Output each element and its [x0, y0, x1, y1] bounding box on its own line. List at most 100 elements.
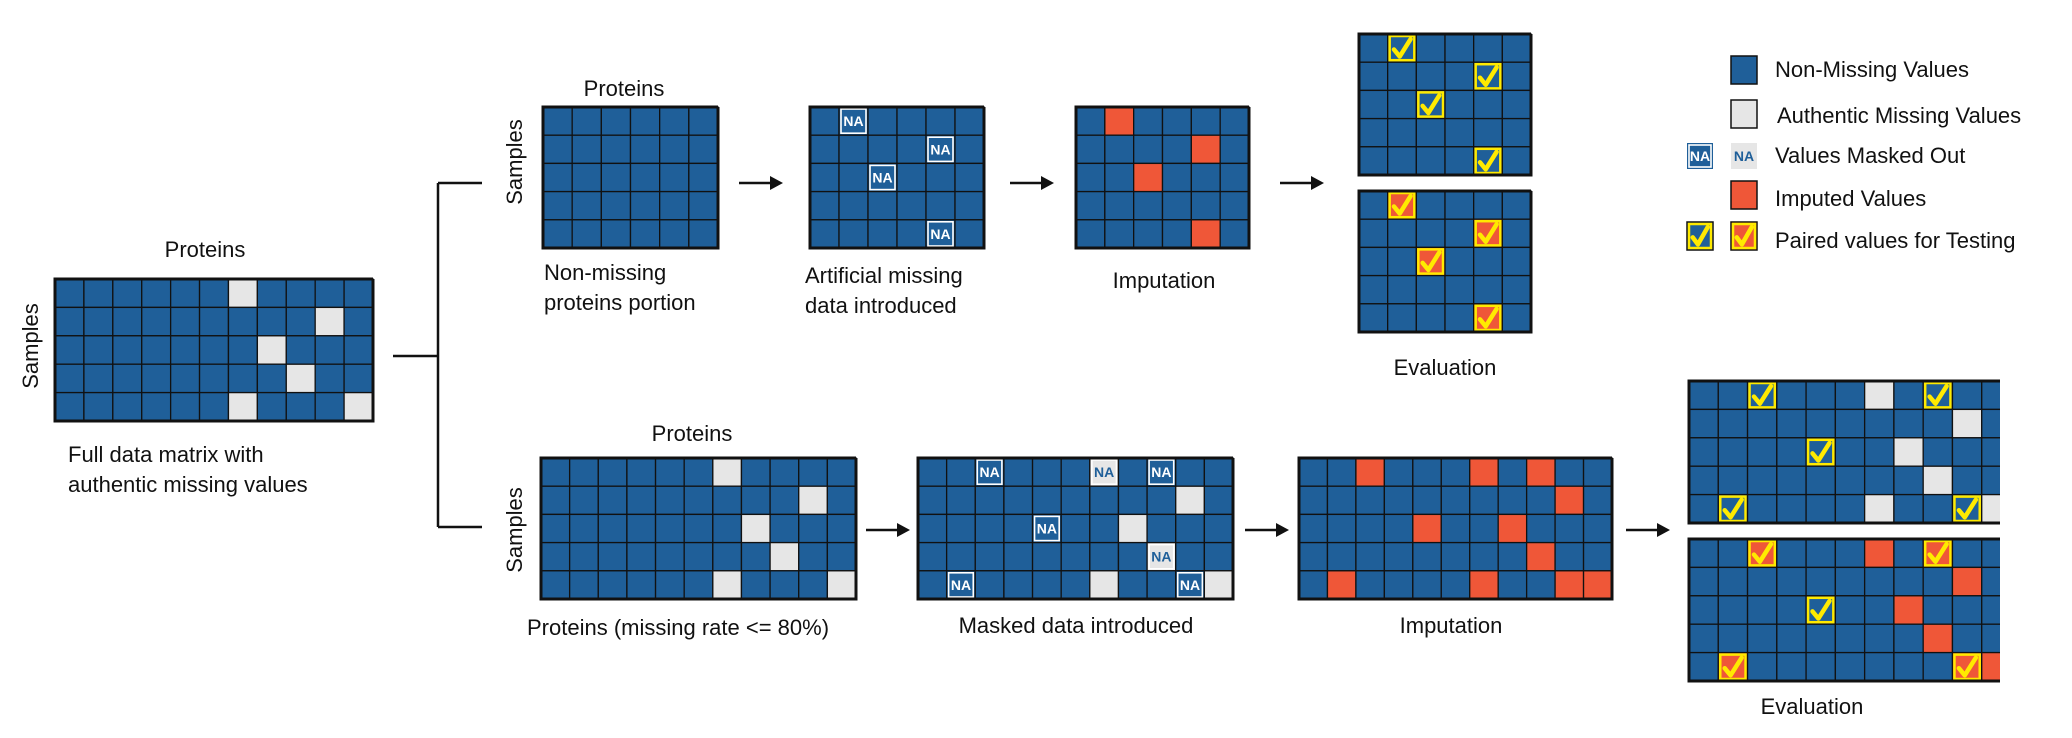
matrix-border: [1357, 32, 1533, 177]
cell-present: [769, 457, 800, 487]
na-frame: [976, 459, 1003, 486]
cell-present: [826, 513, 857, 544]
cell-present: [314, 391, 345, 422]
na-label: NA: [979, 464, 999, 480]
cell-imputed: [1525, 541, 1556, 572]
cell-present: [1326, 485, 1357, 516]
cell-missing: [1981, 493, 2000, 524]
legend-swatch-imputed: [1730, 180, 1758, 210]
cell-present: [1104, 219, 1135, 249]
cell-present: [1746, 651, 1778, 682]
cell-present: [1298, 485, 1329, 516]
cell-present: [1358, 61, 1389, 92]
cell-present: [1582, 485, 1613, 516]
cell-missing: [256, 335, 287, 365]
cell-present: [826, 457, 857, 487]
cell-imputed: [1951, 566, 1983, 597]
cell-present: [1746, 437, 1778, 467]
cell-present: [198, 278, 230, 309]
bottom-eval-truth-matrix: [1687, 379, 2000, 525]
cell-present: [112, 391, 143, 422]
full-matrix-caption-line1: Full data matrix with: [68, 442, 264, 467]
flow-arrows: [739, 176, 1670, 537]
cell-present: [256, 391, 287, 422]
cell-present: [867, 134, 898, 165]
cell-present: [1497, 541, 1528, 572]
cell-present: [1893, 380, 1924, 411]
cell-present: [83, 363, 114, 394]
cell-present: [654, 541, 685, 572]
cell-present: [629, 106, 661, 136]
cell-present: [1834, 380, 1866, 411]
cell-present: [1805, 380, 1837, 411]
cell-present: [896, 162, 927, 193]
cell-present: [1190, 190, 1221, 221]
na-label: NA: [930, 226, 950, 242]
cell-present: [1358, 303, 1389, 333]
cell-present: [867, 219, 898, 249]
cell-present: [1863, 623, 1895, 654]
cell-present: [1554, 457, 1585, 487]
cell-present: [1298, 570, 1329, 600]
cell-present: [838, 162, 869, 193]
cell-present: [1834, 408, 1866, 439]
cell-present: [1893, 566, 1924, 597]
cell-present: [809, 219, 840, 249]
cell-present: [1469, 485, 1499, 516]
cell-present: [1473, 274, 1503, 305]
cell-present: [600, 106, 632, 136]
cell-present: [1003, 570, 1034, 600]
check-icon: [1477, 222, 1499, 245]
bottom-step1-side-label: Samples: [502, 487, 527, 573]
cell-present: [227, 335, 259, 365]
cell-present: [1473, 89, 1503, 120]
check-frame: [1687, 222, 1713, 250]
cell-present: [1473, 246, 1503, 277]
top-step1-caption-line1: Non-missing: [544, 260, 666, 285]
cell-present: [1893, 623, 1924, 654]
check-icon: [1420, 93, 1442, 116]
cell-present: [571, 106, 602, 136]
cell-present: [1688, 380, 1719, 411]
check-icon: [1927, 383, 1949, 406]
cell-imputed: [1863, 538, 1895, 569]
cell-missing: [712, 570, 743, 600]
cell-present: [1387, 117, 1417, 148]
cell-present: [688, 162, 719, 193]
cell-present: [1146, 513, 1177, 544]
cell-present: [954, 162, 985, 193]
cell-present: [1469, 541, 1499, 572]
cell-present: [54, 391, 85, 422]
check-icon: [1391, 36, 1413, 59]
cell-present: [1834, 538, 1866, 569]
cell-present: [688, 134, 719, 165]
bottom-step1-caption: Proteins (missing rate <= 80%): [527, 615, 829, 640]
cell-present: [683, 457, 714, 487]
cell-present: [769, 513, 800, 544]
cell-present: [1922, 493, 1954, 524]
cell-present: [1922, 566, 1954, 597]
cell-present: [1525, 485, 1556, 516]
cell-present: [1415, 146, 1446, 176]
check-icon: [1734, 224, 1755, 247]
cell-present: [54, 335, 85, 365]
cell-present: [659, 162, 690, 193]
full-data-matrix: [53, 277, 375, 423]
cell-present: [198, 335, 230, 365]
cell-present: [1717, 595, 1749, 625]
cell-present: [1060, 541, 1091, 572]
check-icon: [1956, 655, 1979, 678]
cell-present: [659, 134, 690, 165]
cell-present: [659, 219, 690, 249]
cell-present: [141, 306, 172, 337]
cell-imputed: [1190, 134, 1221, 165]
arrow-head: [1276, 523, 1289, 537]
cell-imputed: [1190, 219, 1221, 249]
cell-present: [1060, 570, 1091, 600]
na-frame: [927, 136, 954, 163]
check-frame: [1474, 219, 1502, 247]
cell-present: [925, 219, 956, 249]
cell-present: [256, 278, 287, 309]
cell-missing: [1117, 513, 1148, 544]
cell-present: [1746, 493, 1778, 524]
